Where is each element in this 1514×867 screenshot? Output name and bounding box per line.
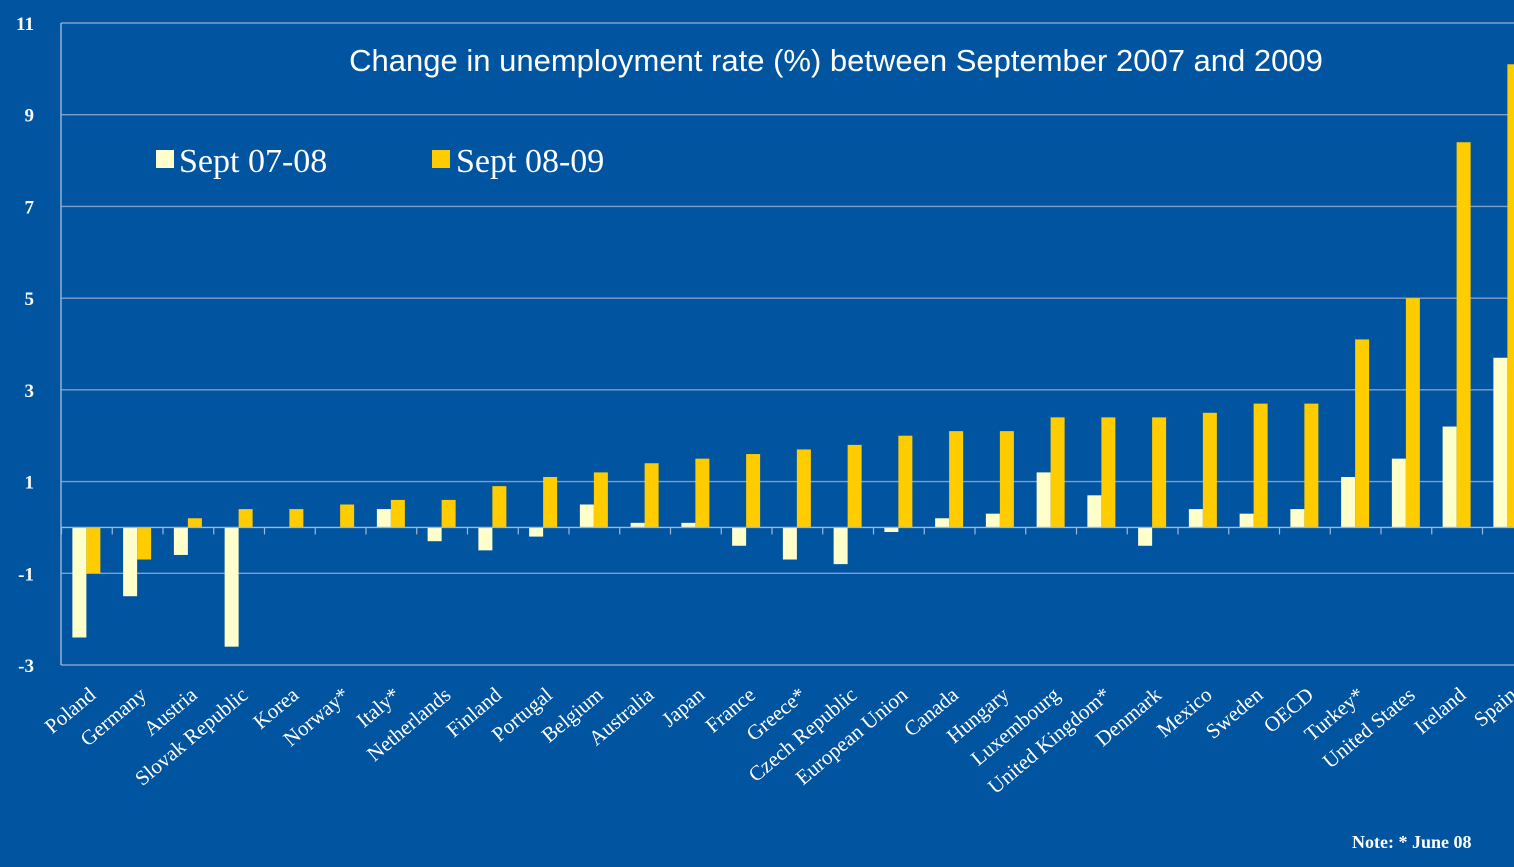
bar-hungary-sept-07-08 — [985, 513, 1000, 528]
y-tick-labels: -3 -1 1 3 5 7 9 11 — [16, 14, 34, 677]
legend-swatch-sept-07-08 — [156, 150, 174, 168]
bar-germany-sept-07-08 — [123, 527, 138, 597]
bar-ireland-sept-08-09 — [1456, 142, 1471, 528]
bar-ireland-sept-07-08 — [1442, 426, 1457, 528]
bar-finland-sept-08-09 — [492, 486, 507, 528]
bar-france-sept-07-08 — [732, 527, 747, 546]
bar-portugal-sept-07-08 — [529, 527, 544, 537]
bar-turkey-sept-08-09 — [1355, 339, 1370, 528]
bar-united-kingdom-sept-07-08 — [1087, 495, 1102, 528]
bar-japan-sept-07-08 — [681, 522, 696, 528]
bar-korea-sept-08-09 — [289, 509, 304, 528]
bar-italy-sept-08-09 — [390, 499, 405, 528]
bar-canada-sept-07-08 — [935, 518, 950, 528]
y-tick-label: 3 — [25, 381, 35, 402]
bar-norway-sept-08-09 — [340, 504, 355, 528]
bar-sweden-sept-07-08 — [1239, 513, 1254, 528]
legend: Sept 07-08 Sept 08-09 — [156, 143, 604, 180]
bar-netherlands-sept-07-08 — [427, 527, 442, 542]
x-tick-label-spain: Spain — [1469, 682, 1514, 731]
bar-slovak-republic-sept-07-08 — [224, 527, 239, 647]
y-tick-label: 11 — [16, 14, 34, 35]
bar-mexico-sept-07-08 — [1188, 509, 1203, 528]
bar-czech-republic-sept-08-09 — [847, 444, 862, 528]
y-tick-label: 9 — [25, 106, 35, 127]
bar-luxembourg-sept-07-08 — [1036, 472, 1051, 528]
y-tick-label: 5 — [25, 289, 35, 310]
bar-slovak-republic-sept-08-09 — [238, 509, 253, 528]
bar-czech-republic-sept-07-08 — [833, 527, 848, 565]
bar-european-union-sept-08-09 — [898, 435, 913, 528]
bars — [72, 64, 1514, 647]
bar-denmark-sept-08-09 — [1152, 417, 1167, 528]
bar-united-states-sept-07-08 — [1391, 458, 1406, 528]
axes — [60, 23, 1514, 665]
bar-belgium-sept-07-08 — [579, 504, 594, 528]
bar-turkey-sept-07-08 — [1341, 476, 1356, 528]
bar-oecd-sept-08-09 — [1304, 403, 1319, 528]
bar-canada-sept-08-09 — [949, 431, 964, 528]
x-tick-label-japan: Japan — [657, 682, 709, 731]
gridlines — [61, 22, 1514, 666]
y-tick-label: -1 — [18, 564, 34, 585]
y-tick-label: 7 — [25, 197, 35, 218]
chart-title: Change in unemployment rate (%) between … — [349, 43, 1323, 78]
bar-germany-sept-08-09 — [137, 527, 152, 560]
bar-france-sept-08-09 — [746, 454, 761, 528]
bar-japan-sept-08-09 — [695, 458, 710, 528]
bar-austria-sept-07-08 — [173, 527, 188, 555]
bar-finland-sept-07-08 — [478, 527, 493, 551]
bar-poland-sept-07-08 — [72, 527, 87, 638]
bar-greece-sept-07-08 — [782, 527, 797, 560]
y-tick-label: 1 — [25, 473, 35, 494]
bar-united-kingdom-sept-08-09 — [1101, 417, 1116, 528]
bar-poland-sept-08-09 — [86, 527, 101, 574]
bar-sweden-sept-08-09 — [1253, 403, 1268, 528]
bar-netherlands-sept-08-09 — [441, 499, 456, 528]
legend-label-sept-07-08: Sept 07-08 — [179, 143, 327, 180]
bar-hungary-sept-08-09 — [999, 431, 1014, 528]
x-tick-label-sweden: Sweden — [1201, 682, 1268, 743]
bar-spain-sept-08-09 — [1507, 64, 1514, 528]
bar-portugal-sept-08-09 — [543, 476, 558, 528]
bar-oecd-sept-07-08 — [1290, 509, 1305, 528]
bar-austria-sept-08-09 — [187, 518, 202, 528]
legend-label-sept-08-09: Sept 08-09 — [456, 143, 604, 180]
x-tick-label-ireland: Ireland — [1409, 682, 1470, 739]
bar-australia-sept-08-09 — [644, 463, 659, 528]
chart-note: Note: * June 08 — [1352, 832, 1472, 852]
y-tick-label: -3 — [18, 656, 34, 677]
bar-greece-sept-08-09 — [796, 449, 811, 528]
bar-italy-sept-07-08 — [376, 509, 391, 528]
bar-luxembourg-sept-08-09 — [1050, 417, 1065, 528]
bar-mexico-sept-08-09 — [1202, 412, 1217, 528]
bar-denmark-sept-07-08 — [1138, 527, 1153, 546]
bar-spain-sept-07-08 — [1493, 357, 1508, 528]
bar-belgium-sept-08-09 — [593, 472, 608, 528]
bar-united-states-sept-08-09 — [1405, 298, 1420, 528]
bar-australia-sept-07-08 — [630, 522, 645, 528]
bar-european-union-sept-07-08 — [884, 527, 899, 533]
legend-swatch-sept-08-09 — [432, 150, 450, 168]
